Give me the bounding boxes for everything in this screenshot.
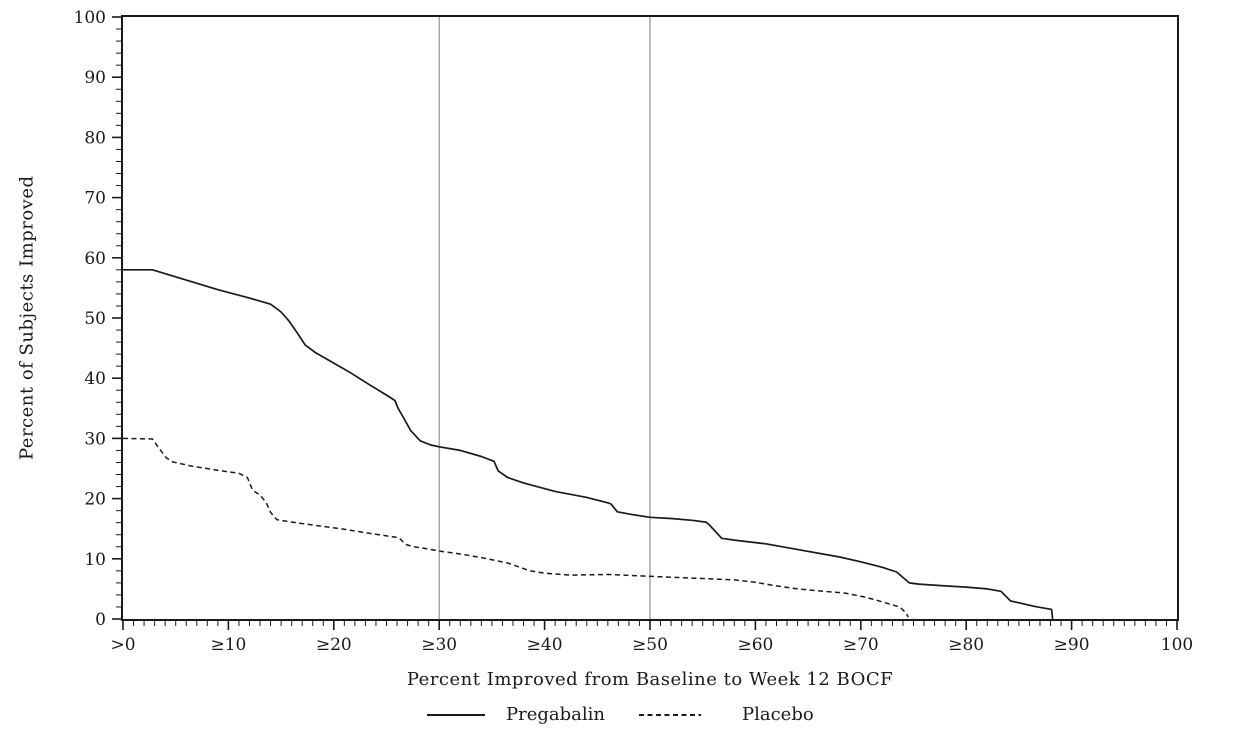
- y-tick-label: 70: [84, 189, 106, 209]
- y-tick-label: 50: [84, 309, 106, 329]
- y-tick-label: 100: [74, 8, 106, 28]
- y-tick-label: 30: [84, 429, 106, 449]
- x-tick-label: >0: [110, 635, 135, 655]
- y-tick-label: 90: [84, 68, 106, 88]
- legend-swatch-pregabalin-solid-line: [427, 713, 485, 716]
- x-axis-title: Percent Improved from Baseline to Week 1…: [406, 669, 894, 690]
- x-tick-label: ≥30: [421, 635, 457, 655]
- plot-canvas: [123, 17, 1054, 619]
- y-tick-label: 60: [84, 249, 106, 269]
- y-tick-label: 0: [95, 610, 106, 630]
- x-tick-label: ≥50: [632, 635, 668, 655]
- y-axis-title: Percent of Subjects Improved: [16, 175, 38, 461]
- x-tick-label: ≥10: [210, 635, 246, 655]
- plot-area: [121, 15, 1179, 621]
- y-tick-label: 20: [84, 490, 106, 510]
- legend-label-placebo: Placebo: [741, 704, 814, 725]
- y-tick-label: 80: [84, 128, 106, 148]
- y-tick-label: 10: [84, 550, 106, 570]
- y-tick-label: 40: [84, 369, 106, 389]
- x-tick-label: ≥40: [527, 635, 563, 655]
- x-tick-label: ≥20: [316, 635, 352, 655]
- x-tick-label: ≥70: [843, 635, 879, 655]
- legend: Pregabalin Placebo: [427, 704, 814, 725]
- legend-swatch-placebo-dashed-line: [638, 713, 701, 716]
- x-tick-label: ≥80: [948, 635, 984, 655]
- x-tick-label: ≥60: [737, 635, 773, 655]
- x-tick-label: ≥90: [1054, 635, 1090, 655]
- x-tick-label: 100: [1161, 635, 1193, 655]
- pregabalin-curve: [123, 268, 1054, 619]
- placebo-curve: [123, 437, 909, 618]
- legend-label-pregabalin: Pregabalin: [506, 704, 605, 725]
